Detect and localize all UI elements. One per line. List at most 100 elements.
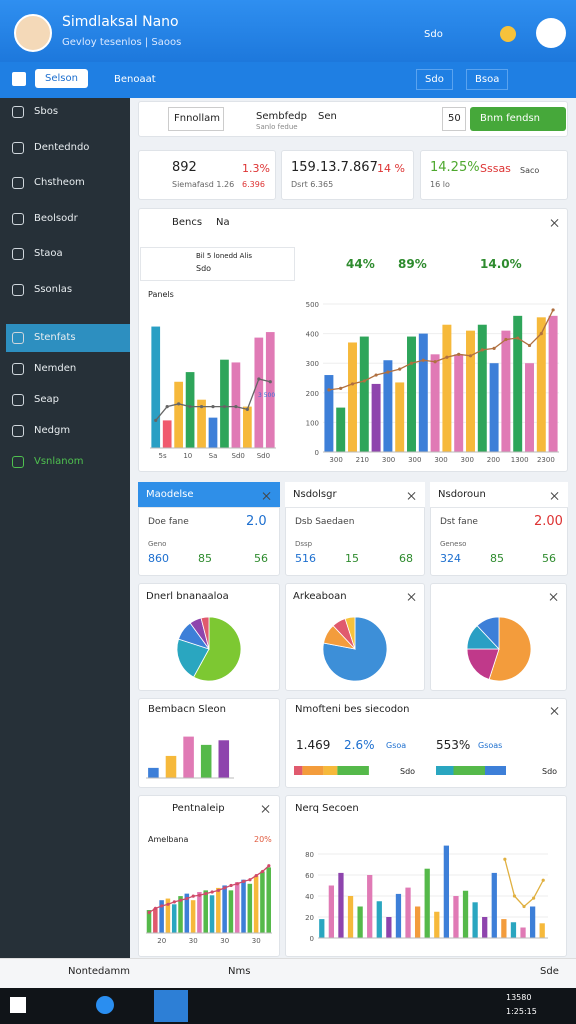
nav-item[interactable]: Nedgm	[34, 425, 71, 436]
app-icon[interactable]	[154, 990, 188, 1022]
card-c: 56	[542, 552, 556, 565]
nav-icon[interactable]	[12, 212, 24, 225]
nav-item[interactable]: Nemden	[34, 363, 77, 374]
home-icon[interactable]	[12, 72, 26, 86]
card-c: 68	[399, 552, 413, 565]
nav-icon[interactable]	[12, 283, 24, 296]
toolbar-link[interactable]: Benoaat	[114, 74, 156, 85]
bar	[367, 875, 373, 938]
card-b: 85	[198, 552, 212, 565]
bar	[357, 906, 363, 938]
notification[interactable]	[500, 26, 516, 42]
close[interactable]	[549, 592, 558, 601]
progress-segment	[436, 766, 454, 775]
toolbar-tab[interactable]: Sdo	[416, 69, 453, 90]
nav-icon[interactable]	[12, 141, 24, 154]
y-tick-label: 80	[305, 851, 314, 859]
line-point	[492, 346, 496, 350]
count[interactable]: 50	[442, 107, 466, 131]
bar	[501, 330, 511, 452]
nav-icon[interactable]	[12, 248, 24, 260]
bar	[234, 882, 240, 933]
close[interactable]	[407, 491, 416, 500]
x-tick-label: 300	[408, 456, 421, 464]
kpi-change: 14 %	[377, 162, 405, 175]
nav-item[interactable]: Ssonlas	[34, 283, 73, 295]
nav-item[interactable]: Sbos	[34, 106, 59, 117]
bar	[148, 767, 159, 778]
bar	[453, 896, 459, 938]
card-header	[285, 482, 425, 508]
bar	[395, 893, 402, 938]
bar	[266, 867, 271, 933]
user-name[interactable]: Sdo	[424, 29, 443, 40]
nav-item[interactable]: Vsnlanom	[34, 456, 84, 467]
nav-icon[interactable]	[12, 394, 24, 406]
start[interactable]	[10, 997, 26, 1013]
nav-item[interactable]: Stenfats	[34, 332, 76, 343]
search-tag: Sen	[318, 111, 337, 122]
chart: 0 20 40 60 80	[305, 845, 548, 943]
card-sub: Dssp	[295, 540, 313, 548]
close[interactable]	[261, 804, 270, 813]
close[interactable]	[550, 218, 559, 227]
close[interactable]	[550, 706, 559, 715]
stat-value: 1.469	[296, 738, 331, 752]
card-b: 85	[490, 552, 504, 565]
line-point	[204, 892, 208, 896]
nav-icon[interactable]	[12, 456, 24, 468]
toolbar-button[interactable]: Selson	[35, 69, 88, 88]
pie-chart	[322, 616, 388, 682]
app-icon[interactable]	[96, 996, 114, 1014]
status-left[interactable]: Nontedamm	[68, 966, 130, 977]
card-c: 56	[254, 552, 268, 565]
line-point	[166, 902, 170, 906]
line-point	[223, 886, 227, 890]
status-mid[interactable]: Nms	[228, 966, 251, 977]
user-avatar[interactable]	[536, 18, 566, 48]
stat-value: 2.6%	[344, 738, 375, 752]
nav-icon[interactable]	[12, 106, 24, 118]
nav-item[interactable]: Staoa	[34, 248, 63, 259]
bar	[222, 885, 227, 933]
toolbar-tab[interactable]: Bsoa	[466, 69, 509, 90]
line-point	[339, 386, 343, 390]
nav-item[interactable]: Beolsodr	[34, 212, 78, 224]
nav-icon[interactable]	[12, 332, 24, 344]
kpi-card	[138, 150, 276, 200]
status-right[interactable]: Sde	[540, 966, 559, 977]
nav-item[interactable]: Chstheom	[34, 177, 85, 188]
line-point	[153, 906, 158, 910]
bar	[510, 922, 517, 938]
bar	[183, 736, 194, 778]
close[interactable]	[550, 491, 559, 500]
bar	[539, 923, 545, 938]
close[interactable]	[407, 592, 416, 601]
line-point	[516, 336, 520, 340]
pie-slice	[344, 616, 356, 650]
nav-item[interactable]: Seap	[34, 394, 59, 405]
primary-button[interactable]: Bnm fendsn	[470, 107, 566, 131]
card-a: 516	[295, 552, 316, 565]
bar	[405, 887, 411, 938]
x-tick-label: 1300	[511, 456, 529, 464]
nav-item[interactable]: Dentedndo	[34, 141, 90, 153]
nav-icon[interactable]	[12, 425, 24, 437]
x-tick-label: 300	[382, 456, 395, 464]
line-point	[503, 857, 507, 861]
line-point	[512, 894, 517, 898]
card-value: 2.0	[246, 514, 267, 529]
line-point	[172, 900, 176, 904]
bar	[513, 315, 523, 452]
bar	[159, 900, 164, 933]
active-item[interactable]	[6, 324, 130, 352]
line-point	[147, 910, 151, 915]
nav-icon[interactable]	[12, 363, 24, 375]
search-field[interactable]: Fnnollam	[168, 107, 224, 131]
bar	[151, 326, 161, 448]
stat-box	[140, 247, 295, 281]
close[interactable]	[262, 491, 271, 500]
avatar[interactable]	[14, 14, 52, 52]
nav-icon[interactable]	[12, 177, 24, 189]
pie-chart	[176, 616, 242, 682]
